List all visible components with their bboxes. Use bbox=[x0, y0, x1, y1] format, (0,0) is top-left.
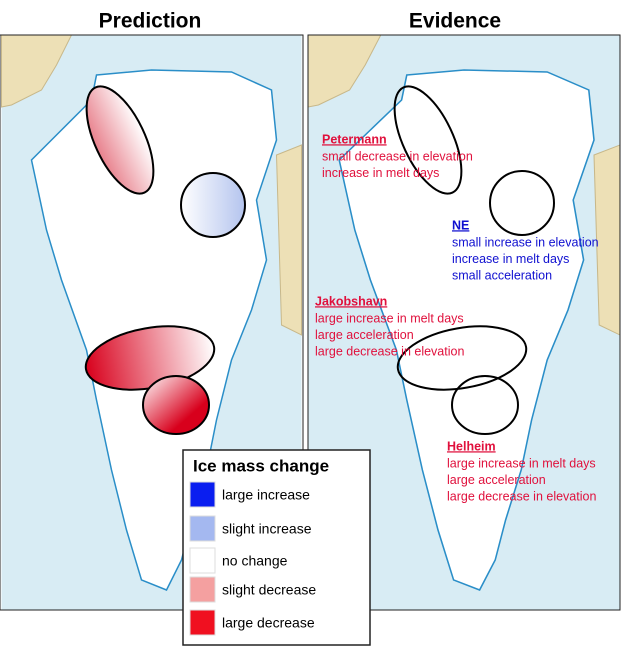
legend: Ice mass change large increase slight inc… bbox=[182, 449, 371, 646]
region-ellipse bbox=[396, 325, 528, 391]
annotations: Petermann small decrease in elevation incr… bbox=[315, 132, 599, 503]
panel-title: Evidence bbox=[409, 10, 501, 33]
panel-frame bbox=[0, 34, 304, 611]
region-note: large decrease in elevation bbox=[447, 489, 596, 503]
region-note: small acceleration bbox=[452, 268, 552, 282]
region-note: large decrease in elevation bbox=[315, 344, 464, 358]
evidence-panel bbox=[307, 34, 621, 611]
region-note: increase in melt days bbox=[322, 166, 439, 180]
region-note: large increase in melt days bbox=[315, 311, 464, 325]
panel-title: Prediction bbox=[99, 10, 202, 33]
region-note: large acceleration bbox=[315, 328, 414, 342]
legend-swatch bbox=[189, 515, 216, 542]
legend-swatch bbox=[189, 547, 216, 574]
region-name: Petermann bbox=[322, 132, 387, 146]
region-note: small decrease in elevation bbox=[322, 149, 473, 163]
legend-swatch bbox=[189, 576, 216, 603]
region-name: Helheim bbox=[447, 439, 496, 453]
legend-swatch bbox=[189, 609, 216, 636]
region-name: NE bbox=[452, 218, 469, 232]
region-note: large increase in melt days bbox=[447, 456, 596, 470]
panel-frame bbox=[307, 34, 621, 611]
legend-label: slight decrease bbox=[222, 582, 316, 598]
legend-swatch bbox=[189, 481, 216, 508]
legend-label: large increase bbox=[222, 487, 310, 503]
legend-label: no change bbox=[222, 553, 288, 569]
region-note: large acceleration bbox=[447, 473, 546, 487]
region-ellipse bbox=[142, 375, 210, 435]
region-name: Jakobshavn bbox=[315, 294, 387, 308]
region-note: small increase in elevation bbox=[452, 235, 599, 249]
region-ellipse bbox=[180, 172, 246, 238]
region-ellipse bbox=[85, 85, 155, 195]
region-ellipse bbox=[451, 375, 519, 435]
region-ellipse bbox=[393, 85, 463, 195]
prediction-panel bbox=[0, 34, 304, 611]
legend-label: slight increase bbox=[222, 521, 312, 537]
region-note: increase in melt days bbox=[452, 252, 569, 266]
legend-title: Ice mass change bbox=[193, 456, 329, 475]
region-ellipse bbox=[489, 170, 555, 236]
legend-label: large decrease bbox=[222, 615, 315, 631]
